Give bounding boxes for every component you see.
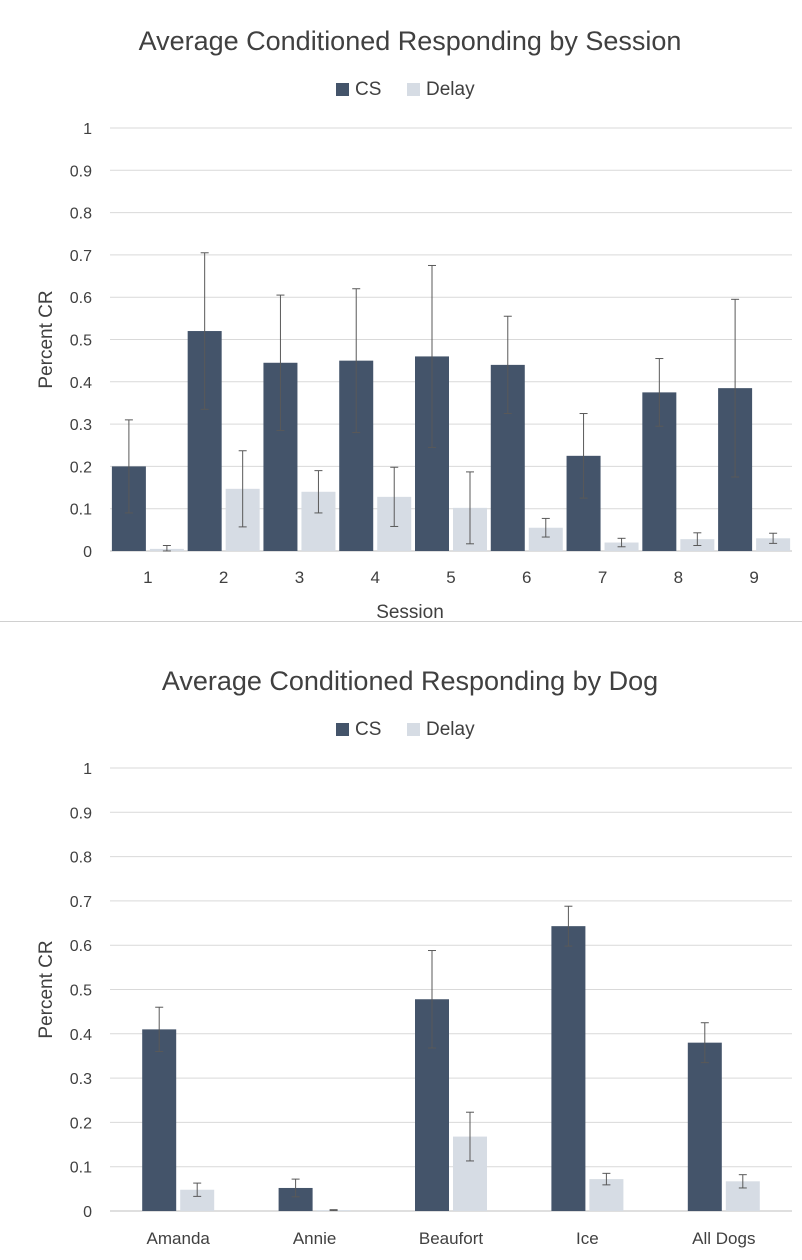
chart-panel-by-session: Average Conditioned Responding by Sessio… [0,0,802,623]
legend-swatch-cs [336,83,349,96]
x-tick-label: 9 [749,568,758,587]
chart-panel-by-dog: Average Conditioned Responding by Dog CS D… [0,624,802,1255]
y-tick-label: 0.9 [70,805,92,822]
legend-label-cs: CS [355,719,381,740]
legend-label-delay: Delay [426,719,475,740]
x-tick-label: 6 [522,568,531,587]
y-tick-label: 1 [83,761,92,778]
y-tick-label: 1 [83,121,92,138]
x-tick-label: 1 [143,568,152,587]
y-axis-label: Percent CR [36,940,57,1038]
chart-by-dog: Average Conditioned Responding by Dog CS D… [36,666,792,1248]
legend-label-delay: Delay [426,79,475,100]
y-tick-label: 0.9 [70,163,92,180]
legend-swatch-cs [336,723,349,736]
bar-cs [142,1029,177,1211]
x-tick-label: Beaufort [419,1229,484,1248]
y-tick-label: 0.3 [70,417,92,434]
y-tick-label: 0 [83,1204,92,1221]
legend-swatch-delay [407,723,420,736]
x-axis-label: Session [376,602,444,622]
y-tick-label: 0.1 [70,502,92,519]
chart-legend: CS Delay [336,79,475,100]
x-tick-label: 4 [370,568,379,587]
y-tick-label: 0.2 [70,1115,92,1132]
y-tick-label: 0.8 [70,850,92,867]
y-tick-label: 0 [83,544,92,561]
x-tick-label: 7 [598,568,607,587]
chart-title: Average Conditioned Responding by Sessio… [139,26,682,56]
bar-delay [180,1189,215,1211]
x-tick-label: Ice [576,1229,599,1248]
y-tick-label: 0.4 [70,1027,92,1044]
bar-cs [687,1042,722,1211]
y-tick-label: 0.5 [70,983,92,1000]
bar-delay [528,527,563,551]
y-tick-label: 0.5 [70,333,92,350]
legend-swatch-delay [407,83,420,96]
bar-delay [756,538,791,551]
y-tick-label: 0.6 [70,938,92,955]
x-tick-label: 8 [674,568,683,587]
legend-label-cs: CS [355,79,381,100]
y-tick-label: 0.6 [70,290,92,307]
y-tick-label: 0.7 [70,894,92,911]
x-tick-label: Annie [293,1229,336,1248]
x-tick-label: 3 [295,568,304,587]
y-tick-label: 0.4 [70,375,92,392]
x-tick-label: Amanda [147,1229,211,1248]
y-tick-label: 0.8 [70,206,92,223]
bar-cs [278,1187,313,1211]
x-tick-label: 2 [219,568,228,587]
chart-by-session: Average Conditioned Responding by Sessio… [36,26,792,623]
y-tick-label: 0.3 [70,1071,92,1088]
bar-cs [551,926,586,1211]
y-tick-label: 0.7 [70,248,92,265]
x-tick-label: 5 [446,568,455,587]
y-tick-label: 0.2 [70,459,92,476]
chart-title: Average Conditioned Responding by Dog [162,666,658,696]
chart-legend: CS Delay [336,719,475,740]
y-tick-label: 0.1 [70,1160,92,1177]
y-axis-label: Percent CR [36,290,57,388]
x-tick-label: All Dogs [692,1229,755,1248]
